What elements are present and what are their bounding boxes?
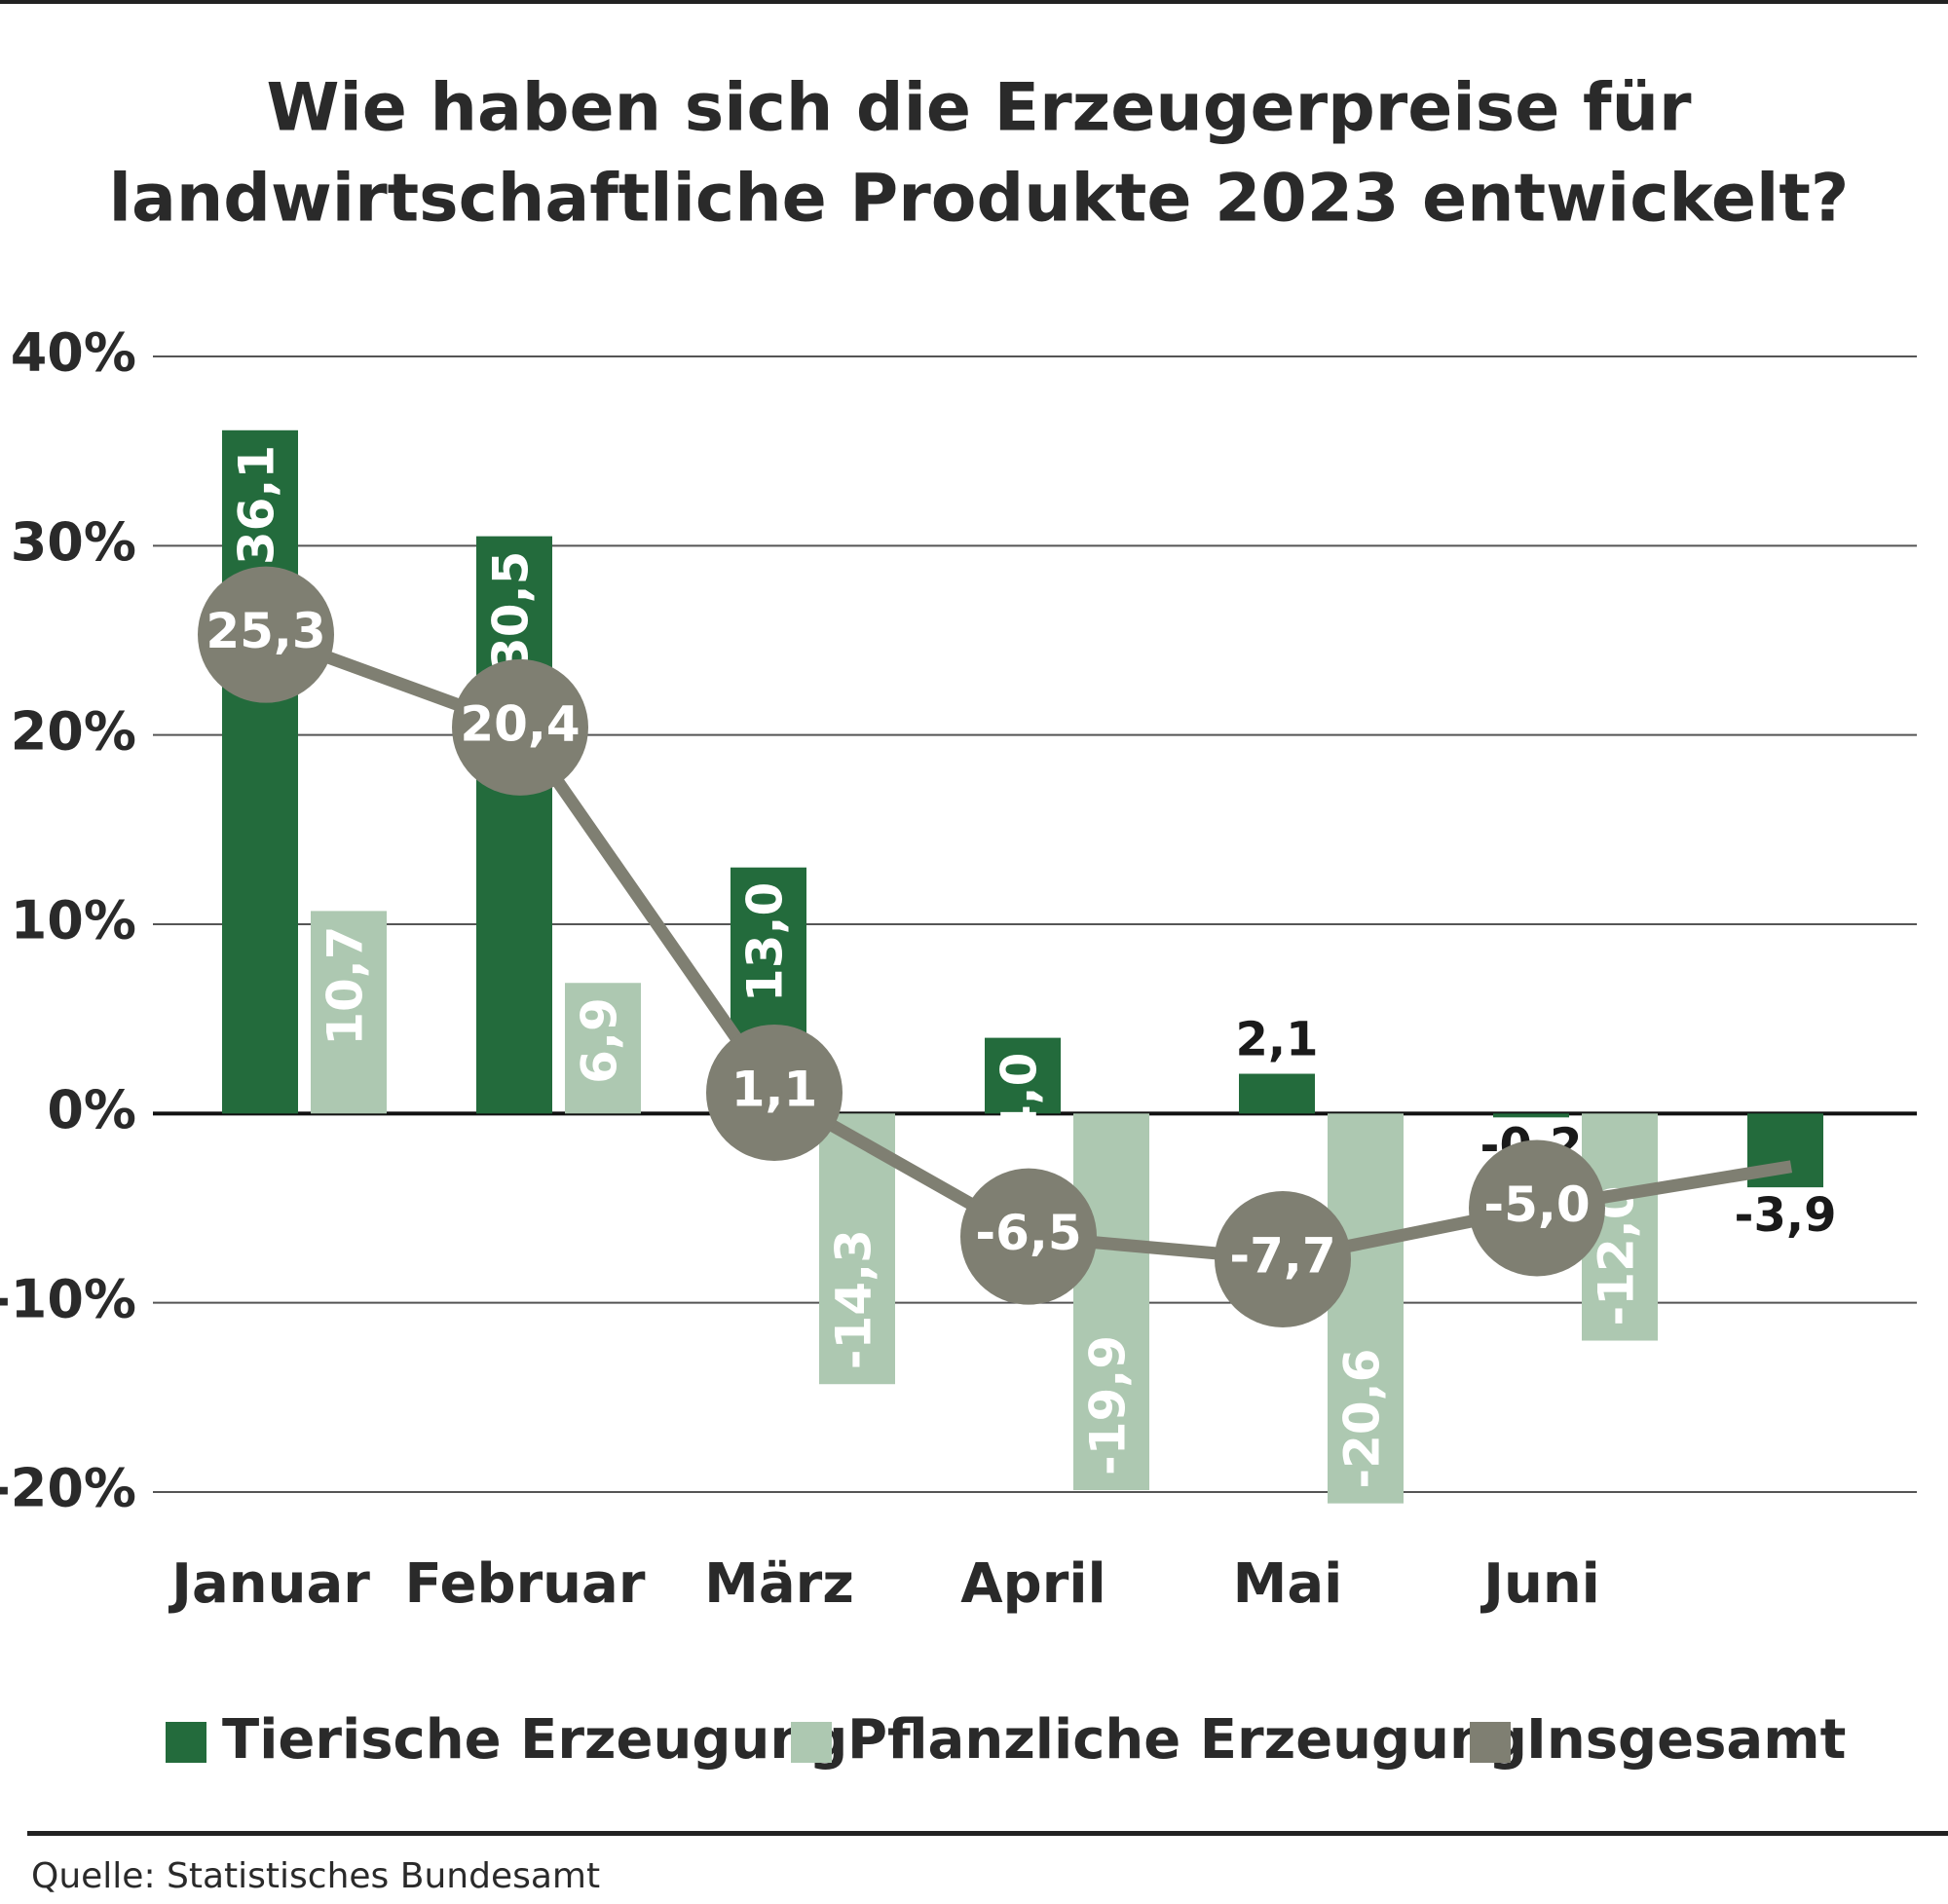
y-tick-label: 30% — [11, 511, 136, 573]
bar — [1073, 1113, 1149, 1491]
legend-swatch — [1470, 1722, 1511, 1763]
data-label: -6,5 — [975, 1205, 1081, 1261]
line-point — [706, 1024, 843, 1161]
data-label: 25,3 — [206, 603, 325, 659]
data-label: 36,1 — [229, 445, 285, 565]
source: Quelle: Statistisches Bundesamt — [31, 1856, 600, 1896]
x-tick-label: März — [704, 1552, 854, 1616]
bar — [222, 429, 298, 1114]
data-label: 30,5 — [483, 551, 540, 671]
data-label: -7,7 — [1229, 1227, 1335, 1284]
data-label: -3,9 — [1735, 1188, 1837, 1243]
line-point — [1215, 1190, 1351, 1327]
data-label: 13,0 — [737, 882, 794, 1002]
bar — [1493, 1113, 1569, 1118]
data-label: 1,1 — [731, 1061, 818, 1117]
y-tick-label: -20% — [0, 1458, 136, 1519]
legend-swatch — [791, 1722, 832, 1763]
data-label: -5,0 — [1483, 1176, 1590, 1233]
data-label: 20,4 — [460, 695, 580, 752]
x-tick-label: Mai — [1233, 1552, 1343, 1616]
chart-title: Wie haben sich die Erzeugerpreise für — [266, 70, 1692, 147]
bar — [476, 536, 552, 1114]
data-label: -19,9 — [1080, 1335, 1137, 1475]
data-label: -14,3 — [826, 1229, 882, 1369]
data-label: -20,6 — [1334, 1349, 1391, 1489]
legend-label: Tierische Erzeugung — [222, 1708, 847, 1772]
bar — [565, 983, 641, 1114]
bar — [1239, 1073, 1315, 1114]
chart-title: landwirtschaftliche Produkte 2023 entwic… — [109, 161, 1850, 238]
line-point — [198, 566, 334, 703]
y-tick-label: 10% — [11, 890, 136, 952]
data-label: 10,7 — [318, 925, 374, 1045]
bar — [311, 911, 387, 1114]
legend-label: Insgesamt — [1526, 1708, 1846, 1772]
data-label: 6,9 — [572, 997, 628, 1084]
y-tick-label: 0% — [47, 1079, 136, 1140]
data-label: 4,0 — [992, 1053, 1048, 1139]
bar — [1328, 1113, 1404, 1504]
x-tick-label: Februar — [405, 1552, 646, 1616]
line-point — [452, 658, 588, 796]
bar — [985, 1037, 1061, 1114]
bottom-rule — [27, 1831, 1948, 1836]
y-tick-label: 40% — [11, 322, 136, 384]
x-tick-label: April — [960, 1552, 1105, 1616]
y-tick-label: -10% — [0, 1268, 136, 1329]
data-label: 2,1 — [1235, 1013, 1318, 1067]
legend-label: Pflanzliche Erzeugung — [847, 1708, 1527, 1772]
line-point — [1469, 1139, 1605, 1277]
legend-swatch — [166, 1722, 206, 1763]
top-rule — [0, 0, 1948, 4]
x-tick-label: Juni — [1480, 1552, 1600, 1616]
x-tick-label: Januar — [168, 1552, 370, 1616]
line-point — [960, 1168, 1097, 1305]
y-tick-label: 20% — [11, 700, 136, 762]
